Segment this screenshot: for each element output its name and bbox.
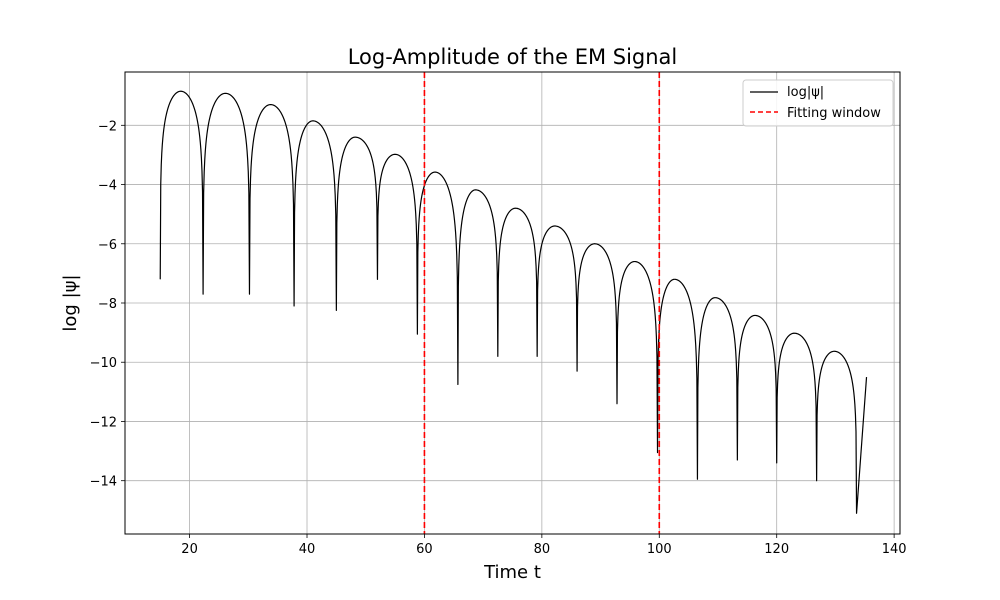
axis-ticks: 20 40 60 80 100 120 140 −14 −12 −10 −8 −6 −4 −2 [90,119,907,557]
x-tick-label: 20 [181,542,198,557]
log-psi-curve [159,90,868,514]
x-tick-label: 60 [416,542,433,557]
x-tick-label: 120 [764,542,789,557]
y-tick-label: −4 [98,179,117,194]
x-axis-label: Time t [483,562,541,583]
y-tick-label: −2 [98,119,117,134]
y-tick-label: −10 [90,356,117,371]
y-tick-label: −8 [98,297,117,312]
x-tick-label: 140 [882,542,907,557]
x-tick-label: 80 [534,542,551,557]
fitting-window-lines [423,72,661,534]
y-tick-label: −12 [90,415,117,430]
legend: log|ψ| Fitting window [742,79,894,127]
x-tick-label: 40 [299,542,316,557]
legend-box [742,79,894,127]
chart-title: Log-Amplitude of the EM Signal [348,45,678,69]
legend-entry-log-psi: log|ψ| [787,85,824,100]
legend-entry-fitting-window: Fitting window [787,106,881,121]
series-curves [159,90,868,514]
x-tick-label: 100 [647,542,672,557]
y-axis-label: log |ψ| [60,274,81,331]
y-tick-label: −6 [98,238,117,253]
y-tick-label: −14 [90,475,117,490]
